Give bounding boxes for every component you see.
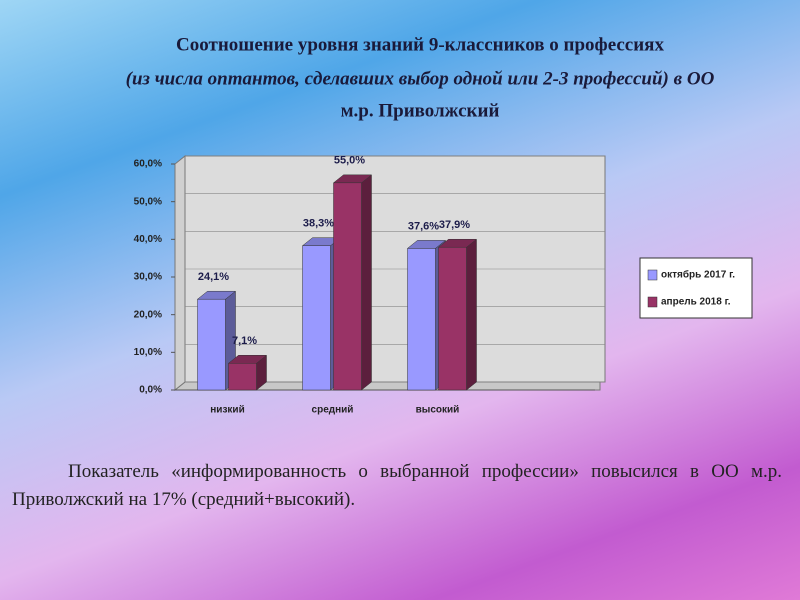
y-tick-label: 60,0% xyxy=(134,159,162,170)
bar xyxy=(333,182,362,391)
legend-label: октябрь 2017 г. xyxy=(661,269,735,281)
side-wall xyxy=(174,154,186,392)
x-tick-label: средний xyxy=(312,405,354,416)
value-label: 37,9% xyxy=(439,219,470,231)
chart-subtitle: м.р. Приволжский xyxy=(341,100,500,121)
bar-side xyxy=(466,238,477,391)
y-tick-label: 20,0% xyxy=(134,309,162,320)
bar xyxy=(438,246,467,391)
bar xyxy=(407,248,436,391)
legend-box xyxy=(639,257,753,319)
y-tick-label: 30,0% xyxy=(134,272,162,283)
y-tick-label: 40,0% xyxy=(134,234,162,245)
chart-title: Соотношение уровня знаний 9-классников о… xyxy=(176,34,664,55)
value-label: 55,0% xyxy=(334,155,365,167)
legend-swatch xyxy=(647,269,658,281)
legend-label: апрель 2018 г. xyxy=(661,297,731,308)
x-tick-label: низкий xyxy=(210,405,244,416)
y-tick-label: 10,0% xyxy=(134,347,162,358)
bar xyxy=(302,245,331,391)
value-label: 24,1% xyxy=(198,271,229,283)
y-tick-label: 50,0% xyxy=(134,196,162,207)
bar xyxy=(228,363,257,391)
legend-swatch xyxy=(647,296,658,308)
chart-subtitle: (из числа оптантов, сделавших выбор одно… xyxy=(126,68,715,89)
value-label: 37,6% xyxy=(408,220,439,232)
value-label: 38,3% xyxy=(303,218,334,230)
note: Показатель «информированность о выбранно… xyxy=(12,461,782,510)
x-tick-label: высокий xyxy=(416,405,460,416)
y-tick-label: 0,0% xyxy=(139,385,162,396)
bar-side xyxy=(361,174,372,391)
value-label: 7,1% xyxy=(232,335,257,347)
bar xyxy=(197,298,226,391)
